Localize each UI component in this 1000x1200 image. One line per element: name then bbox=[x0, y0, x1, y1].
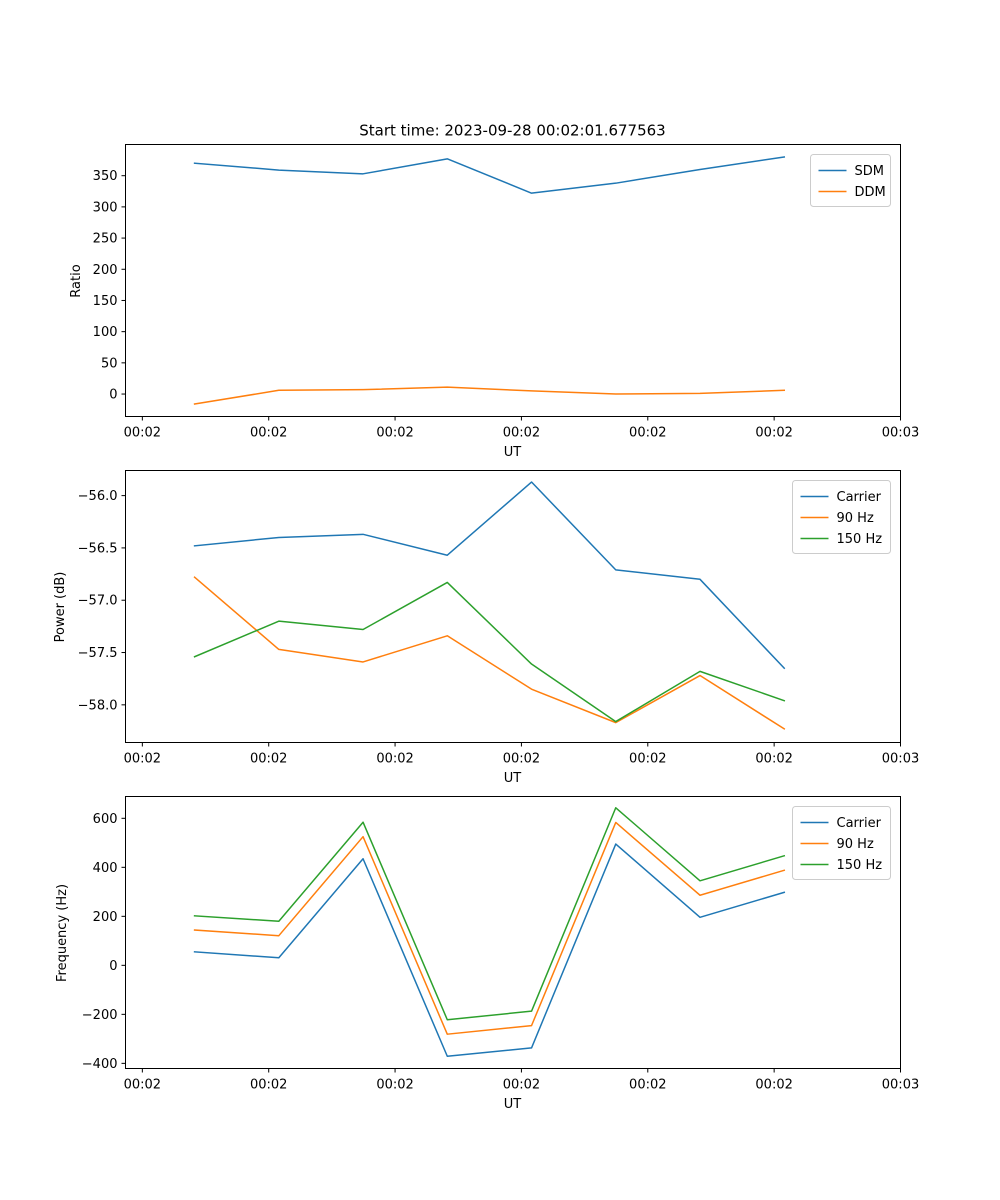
power-x-axis-label: UT bbox=[504, 771, 522, 786]
power-subplot: 00:02 00:02 00:02 00:02 00:02 00:02 00:03 −58.… bbox=[53, 470, 919, 786]
frequency-x-tick-label: 00:02 bbox=[503, 1078, 540, 1093]
frequency-legend-box bbox=[792, 806, 891, 880]
power-legend-label-90-hz: 90 Hz bbox=[837, 511, 874, 526]
frequency-y-tick-label: 400 bbox=[93, 861, 118, 876]
power-legend-label-carrier: Carrier bbox=[837, 490, 882, 505]
frequency-x-tick-label: 00:02 bbox=[250, 1078, 287, 1093]
ratio-subplot: Start time: 2023-09-28 00:02:01.677563 0… bbox=[69, 122, 919, 461]
power-x-tick-label: 00:02 bbox=[755, 752, 792, 767]
power-x-tick-label: 00:02 bbox=[250, 752, 287, 767]
power-plot-frame bbox=[125, 470, 901, 743]
ratio-x-tick-label: 00:02 bbox=[629, 426, 666, 441]
ratio-legend-box bbox=[810, 154, 891, 207]
frequency-x-axis-label: UT bbox=[504, 1097, 522, 1112]
ratio-x-tick-label: 00:02 bbox=[755, 426, 792, 441]
frequency-x-tick-label: 00:02 bbox=[124, 1078, 161, 1093]
frequency-y-tick-label: 600 bbox=[93, 812, 118, 827]
ratio-x-tick-label: 00:02 bbox=[250, 426, 287, 441]
frequency-x-tick-label: 00:03 bbox=[882, 1078, 919, 1093]
frequency-y-tick-label: 0 bbox=[109, 959, 117, 974]
ratio-y-tick-label: 50 bbox=[101, 356, 118, 371]
frequency-series-150-hz-line bbox=[193, 807, 786, 1021]
power-series-150-hz-line bbox=[193, 581, 786, 723]
ratio-x-tick-label: 00:02 bbox=[376, 426, 413, 441]
ratio-x-tick-label: 00:03 bbox=[882, 426, 919, 441]
ratio-y-axis-label: Ratio bbox=[69, 264, 84, 297]
frequency-legend-label-carrier: Carrier bbox=[837, 816, 882, 831]
power-x-tick-label: 00:02 bbox=[629, 752, 666, 767]
power-legend: Carrier 90 Hz 150 Hz bbox=[792, 480, 891, 554]
frequency-plot-frame bbox=[125, 796, 901, 1069]
ratio-y-tick-label: 0 bbox=[109, 388, 117, 403]
ratio-series-sdm-line bbox=[193, 156, 786, 194]
ratio-legend-label-ddm: DDM bbox=[855, 185, 886, 200]
frequency-x-tick-label: 00:02 bbox=[376, 1078, 413, 1093]
power-y-tick-label: −58.0 bbox=[78, 698, 118, 713]
power-y-tick-label: −57.5 bbox=[78, 646, 118, 661]
frequency-x-tick-label: 00:02 bbox=[755, 1078, 792, 1093]
ratio-x-tick-label: 00:02 bbox=[503, 426, 540, 441]
ratio-y-tick-label: 300 bbox=[93, 200, 118, 215]
ratio-y-tick-label: 200 bbox=[93, 263, 118, 278]
power-y-tick-label: −57.0 bbox=[78, 594, 118, 609]
ratio-legend-label-sdm: SDM bbox=[855, 164, 884, 179]
frequency-x-tick-label: 00:02 bbox=[629, 1078, 666, 1093]
frequency-y-tick-label: −200 bbox=[82, 1008, 118, 1023]
frequency-y-tick-label: −400 bbox=[82, 1057, 118, 1072]
frequency-subplot: 00:02 00:02 00:02 00:02 00:02 00:02 00:03 −400… bbox=[55, 796, 919, 1112]
power-x-tick-label: 00:02 bbox=[376, 752, 413, 767]
power-legend-label-150-hz: 150 Hz bbox=[837, 532, 883, 547]
frequency-series-carrier-line bbox=[193, 843, 786, 1057]
power-y-tick-label: −56.0 bbox=[78, 489, 118, 504]
frequency-legend: Carrier 90 Hz 150 Hz bbox=[792, 806, 891, 880]
power-x-tick-label: 00:03 bbox=[882, 752, 919, 767]
frequency-y-axis-label: Frequency (Hz) bbox=[55, 884, 70, 982]
ratio-x-axis-label: UT bbox=[504, 445, 522, 460]
power-y-axis-label: Power (dB) bbox=[53, 572, 68, 643]
ratio-y-tick-label: 100 bbox=[93, 325, 118, 340]
ratio-legend: SDM DDM bbox=[810, 154, 891, 207]
power-series-carrier-line bbox=[193, 481, 786, 670]
frequency-y-tick-label: 200 bbox=[93, 910, 118, 925]
power-x-tick-label: 00:02 bbox=[124, 752, 161, 767]
figure-title: Start time: 2023-09-28 00:02:01.677563 bbox=[359, 122, 665, 140]
frequency-legend-label-150-hz: 150 Hz bbox=[837, 858, 883, 873]
ratio-y-tick-label: 350 bbox=[93, 169, 118, 184]
ratio-x-tick-label: 00:02 bbox=[124, 426, 161, 441]
power-x-tick-label: 00:02 bbox=[503, 752, 540, 767]
frequency-series-90-hz-line bbox=[193, 821, 786, 1035]
power-series-90-hz-line bbox=[193, 576, 786, 730]
power-legend-box bbox=[792, 480, 891, 554]
ratio-y-tick-label: 150 bbox=[93, 294, 118, 309]
ratio-y-tick-label: 250 bbox=[93, 232, 118, 247]
ratio-series-ddm-line bbox=[193, 386, 786, 405]
frequency-legend-label-90-hz: 90 Hz bbox=[837, 837, 874, 852]
ratio-plot-frame bbox=[125, 144, 901, 417]
power-y-tick-label: −56.5 bbox=[78, 541, 118, 556]
